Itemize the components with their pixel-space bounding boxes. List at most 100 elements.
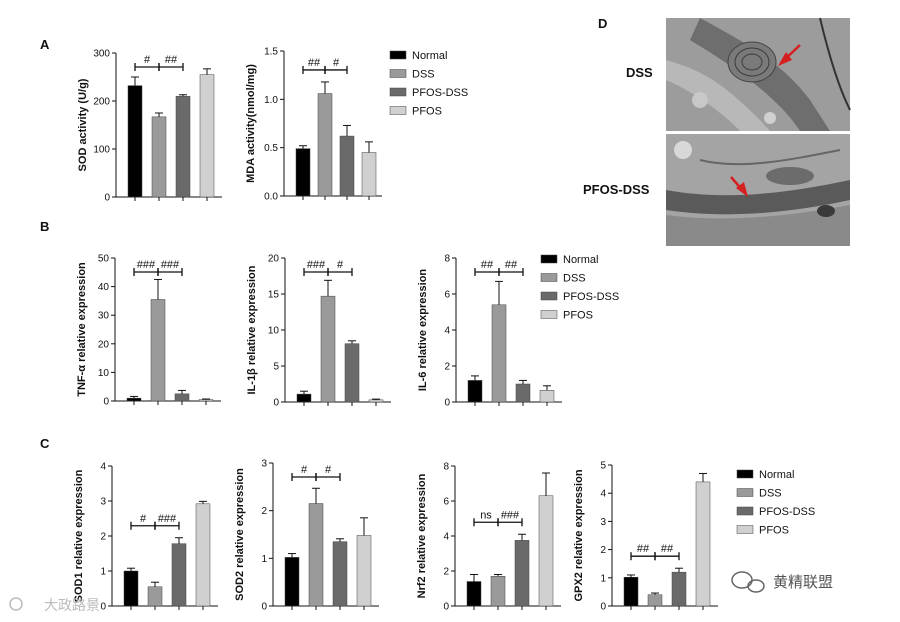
significance-label: # (144, 54, 151, 66)
significance-bracket: # (134, 54, 160, 71)
y-tick-label: 1 (100, 567, 106, 578)
legend-swatch-dss (540, 273, 558, 282)
wechat-icon (731, 571, 753, 589)
y-tick-label: 5 (600, 461, 606, 472)
em-arrow-pfos-dss (730, 176, 748, 197)
legend-label-pfos-dss: PFOS-DSS (412, 87, 468, 99)
y-axis-label: SOD activity (U/g) (77, 78, 89, 171)
y-tick-label: 4 (443, 532, 449, 543)
bar-normal (123, 570, 139, 607)
y-tick-label: 0 (100, 602, 106, 613)
y-tick-label: 6 (443, 497, 449, 508)
legend-label-dss: DSS (563, 273, 586, 285)
panel-label-d: D (598, 16, 607, 31)
legend-label-pfos-dss: PFOS-DSS (759, 506, 815, 518)
bar-dss (647, 594, 663, 607)
bar-normal (467, 380, 483, 403)
significance-bracket: # (130, 513, 156, 530)
y-axis-label: IL-6 relative expression (417, 269, 429, 392)
bar-pfos-dss (171, 543, 187, 607)
legend-swatch-pfos (389, 106, 407, 115)
y-tick-label: 0 (443, 602, 449, 613)
significance-bracket: ### (497, 509, 523, 527)
y-tick-label: 5 (273, 362, 279, 373)
bar-dss (491, 304, 507, 403)
y-axis-label: MDA activity(nmol/mg) (245, 64, 257, 183)
watermark-right-text: 黄精联盟 (773, 573, 833, 591)
chart-5: 0 2 4 6 8 IL-6 relative expression ## ## (417, 254, 562, 409)
y-tick-label: 10 (98, 368, 110, 379)
legend-swatch-dss (736, 488, 754, 497)
y-tick-label: 1.5 (264, 47, 278, 58)
y-tick-label: 0 (103, 397, 109, 408)
bar-dss (320, 295, 336, 403)
significance-label: # (325, 464, 332, 476)
y-axis-label: Nrf2 relative expression (416, 473, 428, 598)
significance-bracket: ## (498, 259, 524, 276)
bar-pfos (539, 390, 555, 403)
significance-bracket: # (315, 464, 341, 481)
bar-pfos-dss (339, 135, 355, 197)
y-tick-label: 100 (93, 145, 110, 156)
panel-label-b: B (40, 219, 49, 234)
significance-bracket: ## (158, 54, 184, 71)
bar-dss (308, 503, 324, 607)
y-tick-label: 4 (444, 326, 450, 337)
watermark-logo-icon (9, 597, 23, 611)
y-tick-label: 4 (600, 489, 606, 500)
watermark-left-text: 大政路景 (44, 598, 100, 614)
y-tick-label: 30 (98, 311, 110, 322)
y-tick-label: 6 (444, 290, 450, 301)
significance-label: # (337, 259, 344, 271)
bar-pfos-dss (514, 540, 530, 607)
significance-label: ## (165, 54, 178, 66)
legend-swatch-normal (540, 254, 558, 264)
significance-bracket: ### (154, 513, 180, 530)
legend-swatch-pfos (736, 525, 754, 534)
y-tick-label: 200 (93, 97, 110, 108)
legend-swatch-pfos-dss (540, 291, 558, 301)
y-axis-label: IL-1β relative expression (246, 265, 258, 394)
bar-pfos-dss (671, 571, 687, 607)
y-tick-label: 2 (443, 567, 449, 578)
legend-label-dss: DSS (412, 69, 435, 81)
bar-dss (147, 586, 163, 607)
legend-label-dss: DSS (759, 488, 782, 500)
em-label-dss: DSS (626, 65, 653, 80)
y-tick-label: 300 (93, 49, 110, 60)
legend-label-pfos-dss: PFOS-DSS (563, 291, 619, 303)
y-axis-label: GPX2 relative expression (573, 469, 585, 601)
chart-8: 0 2 4 6 8 Nrf2 relative expression ns ### (416, 462, 561, 613)
bar-pfos (695, 481, 711, 607)
significance-bracket: ### (157, 259, 183, 276)
significance-label: # (140, 513, 147, 525)
legend-swatch-dss (389, 69, 407, 78)
significance-label: ns (480, 509, 492, 521)
y-tick-label: 50 (98, 254, 110, 265)
significance-bracket: ns (473, 509, 499, 527)
bar-normal (295, 148, 311, 197)
chart-9: 0 1 2 3 4 5 GPX2 relative expression ## ## (573, 461, 718, 613)
y-tick-label: 40 (98, 282, 110, 293)
significance-label: ## (637, 543, 650, 555)
bar-normal (623, 576, 639, 607)
legend-panel-a: Normal DSS PFOS-DSS PFOS (389, 50, 468, 118)
y-axis-label: SOD2 relative expression (234, 468, 246, 601)
bar-pfos (356, 535, 372, 607)
bar-dss (151, 116, 167, 198)
bar-normal (466, 581, 482, 607)
bar-pfos (361, 152, 377, 197)
y-tick-label: 4 (100, 462, 106, 473)
legend-panel-c: Normal DSS PFOS-DSS PFOS (736, 469, 815, 537)
legend-label-normal: Normal (759, 469, 794, 481)
legend-swatch-pfos-dss (389, 87, 407, 97)
y-tick-label: 2 (100, 532, 106, 543)
significance-bracket: ### (303, 259, 329, 276)
bar-pfos (368, 399, 384, 403)
em-image-pfos-dss (666, 134, 850, 246)
significance-bracket: ## (302, 57, 326, 74)
